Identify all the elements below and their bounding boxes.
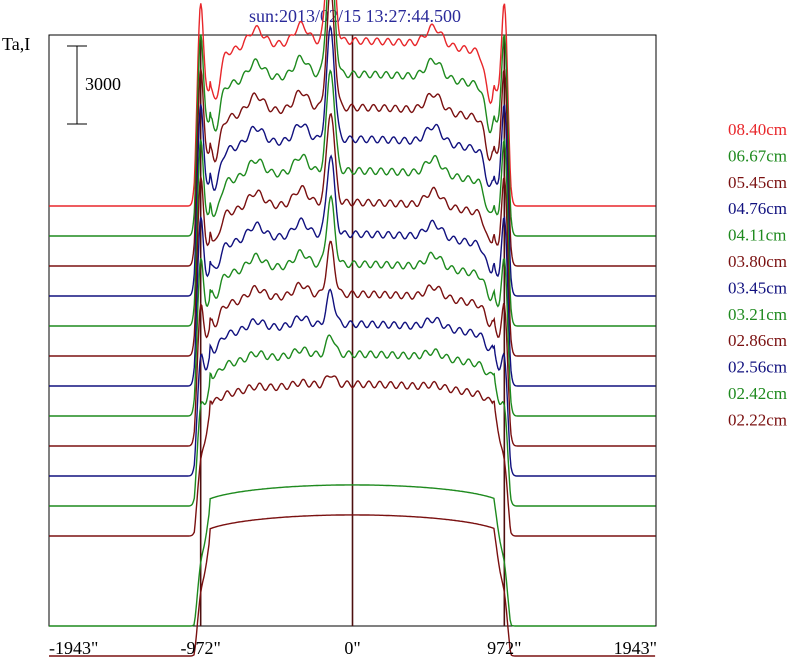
series-curve-03.45cm — [49, 154, 656, 387]
series-curve-02.56cm — [49, 288, 656, 477]
series-curve-04.11cm — [49, 69, 656, 327]
series-curve-05.45cm — [49, 0, 656, 267]
series-curves — [49, 0, 656, 657]
legend-entry: 08.40cm — [728, 120, 787, 139]
legend-entry: 02.86cm — [728, 331, 787, 350]
series-curve-03.21cm — [49, 194, 656, 417]
x-tick-label: 972" — [487, 638, 521, 658]
baseline-curve-0 — [49, 484, 656, 627]
baseline-curve-1 — [49, 514, 656, 657]
series-curve-04.76cm — [49, 24, 656, 297]
x-tick-label: 0" — [344, 638, 360, 658]
legend-entry: 02.56cm — [728, 358, 787, 377]
x-tick-label: 1943" — [614, 638, 657, 658]
scale-bar-label: 3000 — [85, 74, 121, 94]
y-axis-label: Ta,I — [2, 34, 30, 54]
legend-entry: 04.76cm — [728, 199, 787, 218]
series-curve-02.42cm — [49, 334, 656, 507]
series-curve-02.86cm — [49, 240, 656, 447]
legend-entry: 02.42cm — [728, 384, 787, 403]
scale-bar: 3000 — [67, 45, 121, 125]
legend-entry: 03.21cm — [728, 305, 787, 324]
legend-entry: 05.45cm — [728, 173, 787, 192]
x-tick-labels: -1943" -972" 0" 972" 1943" — [49, 638, 657, 658]
legend-entry: 03.45cm — [728, 278, 787, 297]
series-curve-08.40cm — [49, 0, 656, 207]
x-tick-label: -972" — [181, 638, 221, 658]
series-curve-03.80cm — [49, 112, 656, 357]
legend-entry: 06.67cm — [728, 146, 787, 165]
legend-entry: 03.80cm — [728, 252, 787, 271]
series-curve-02.22cm — [49, 375, 656, 537]
legend-entry: 04.11cm — [728, 226, 786, 245]
legend-entry: 02.22cm — [728, 410, 787, 429]
legend: 08.40cm 06.67cm 05.45cm 04.76cm 04.11cm 03.80… — [728, 120, 787, 429]
x-tick-label: -1943" — [49, 638, 98, 658]
series-curve-06.67cm — [49, 0, 656, 237]
vertical-reference-lines — [199, 35, 506, 626]
chart-title: sun:2013/02/15 13:27:44.500 — [249, 6, 461, 26]
